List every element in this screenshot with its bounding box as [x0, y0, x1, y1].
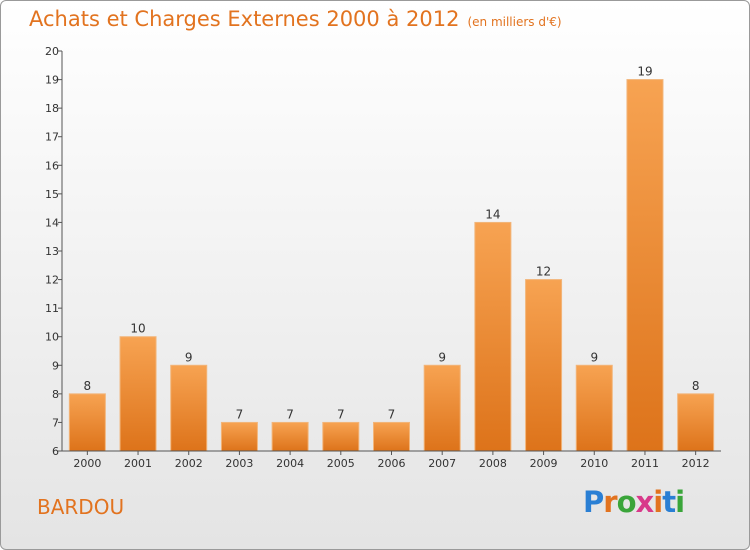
data-label: 7	[286, 407, 294, 421]
x-tick-label: 2009	[530, 457, 558, 470]
logo-letter: x	[635, 485, 655, 519]
y-tick-label: 20	[45, 45, 59, 58]
x-tick-label: 2007	[428, 457, 456, 470]
bar	[423, 364, 461, 452]
commune-name: BARDOU	[37, 495, 125, 519]
logo-letter: P	[583, 485, 604, 519]
bar	[119, 336, 157, 452]
data-label: 9	[590, 350, 598, 364]
y-tick-label: 7	[52, 416, 59, 429]
x-tick-label: 2003	[225, 457, 253, 470]
logo-letter: r	[603, 485, 617, 519]
data-label: 10	[130, 322, 145, 336]
logo-letter: i	[675, 485, 685, 519]
x-axis: 2000 2001 2002 2003 2004 2005 2006 2007 2008 2009…	[62, 450, 721, 470]
y-tick-label: 17	[45, 131, 59, 144]
bar	[626, 79, 664, 452]
x-tick-label: 2000	[73, 457, 101, 470]
bar	[170, 364, 208, 452]
data-label: 7	[236, 407, 244, 421]
y-tick-label: 8	[52, 388, 59, 401]
y-tick-label: 11	[45, 302, 59, 315]
chart-title-text: Achats et Charges Externes 2000 à 2012	[29, 7, 460, 31]
data-label: 14	[485, 207, 500, 221]
data-label: 7	[337, 407, 345, 421]
x-tick-label: 2004	[276, 457, 304, 470]
data-label: 9	[185, 350, 193, 364]
data-label: 12	[536, 265, 551, 279]
x-tick-label: 2006	[378, 457, 406, 470]
x-tick-label: 2002	[175, 457, 203, 470]
y-tick-label: 9	[52, 359, 59, 372]
bar	[677, 393, 715, 452]
y-tick-label: 6	[52, 445, 59, 458]
x-tick-label: 2011	[631, 457, 659, 470]
bars: 8 10 9 7 7 7 7 9 14 12 9 19 8	[68, 65, 715, 452]
bar	[373, 421, 410, 452]
chart-title: Achats et Charges Externes 2000 à 2012 (e…	[29, 7, 562, 31]
y-tick-label: 15	[45, 188, 59, 201]
data-label: 19	[637, 65, 652, 79]
bar	[575, 364, 613, 452]
chart-subtitle: (en milliers d'€)	[467, 15, 562, 29]
x-tick-label: 2005	[327, 457, 355, 470]
bar	[474, 221, 512, 452]
bar	[271, 421, 309, 452]
y-tick-label: 12	[45, 274, 59, 287]
bar	[220, 421, 258, 452]
proxiti-logo: Proxiti	[583, 485, 685, 519]
y-tick-label: 16	[45, 159, 59, 172]
y-axis: 6 7 8 9 10 11 12 13 14 15 16 17 18 19 20	[45, 45, 63, 458]
y-tick-label: 14	[45, 216, 59, 229]
logo-letter: t	[662, 485, 676, 519]
x-tick-label: 2001	[124, 457, 152, 470]
data-label: 8	[692, 379, 700, 393]
y-tick-label: 18	[45, 102, 59, 115]
x-tick-label: 2008	[479, 457, 507, 470]
data-label: 8	[84, 379, 92, 393]
y-tick-label: 13	[45, 245, 59, 258]
y-tick-label: 10	[45, 331, 59, 344]
bar	[525, 279, 563, 452]
bar	[68, 393, 106, 452]
logo-letter: i	[653, 485, 663, 519]
y-tick-label: 19	[45, 74, 59, 87]
x-tick-label: 2010	[580, 457, 608, 470]
data-label: 9	[438, 350, 446, 364]
x-tick-label: 2012	[682, 457, 710, 470]
logo-letter: o	[616, 485, 637, 519]
bar	[322, 421, 360, 452]
data-label: 7	[388, 407, 396, 421]
